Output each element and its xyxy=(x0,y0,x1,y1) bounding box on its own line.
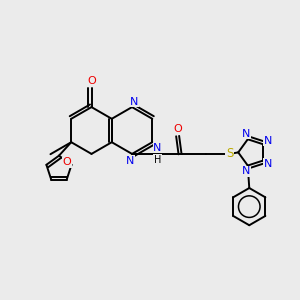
Text: N: N xyxy=(264,159,272,169)
Text: S: S xyxy=(226,147,233,161)
Text: O: O xyxy=(63,158,71,167)
Text: O: O xyxy=(87,76,96,86)
Text: N: N xyxy=(153,143,162,153)
Text: N: N xyxy=(242,166,250,176)
Text: O: O xyxy=(173,124,182,134)
Text: N: N xyxy=(264,136,272,146)
Text: N: N xyxy=(130,97,139,107)
Text: H: H xyxy=(154,155,161,165)
Text: N: N xyxy=(242,129,250,139)
Text: N: N xyxy=(126,155,135,166)
